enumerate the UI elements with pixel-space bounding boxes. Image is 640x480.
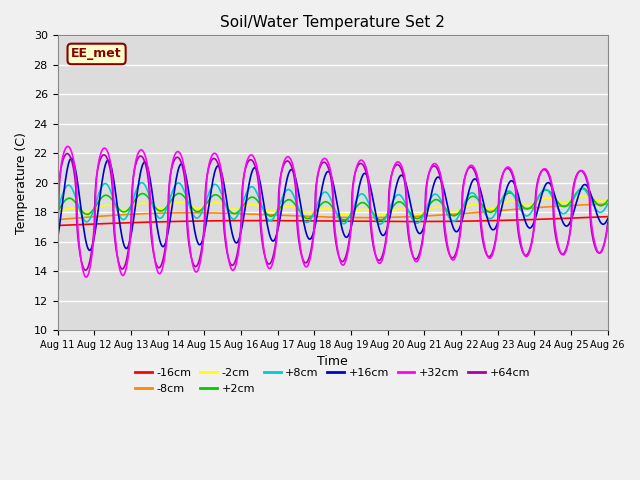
-8cm: [176, 210, 184, 216]
-2cm: [63, 206, 71, 212]
Line: -8cm: -8cm: [58, 204, 608, 219]
-8cm: [415, 214, 423, 219]
Line: -2cm: -2cm: [58, 196, 608, 215]
+8cm: [177, 181, 184, 187]
+16cm: [67, 156, 75, 161]
+2cm: [176, 191, 184, 196]
+2cm: [604, 197, 612, 203]
+32cm: [604, 222, 612, 228]
+32cm: [207, 156, 214, 162]
+32cm: [417, 248, 425, 253]
+32cm: [178, 154, 186, 159]
+16cm: [417, 230, 425, 236]
+8cm: [138, 180, 145, 186]
+8cm: [54, 208, 61, 214]
-8cm: [120, 212, 128, 217]
+64cm: [401, 181, 409, 187]
Line: +32cm: +32cm: [58, 146, 608, 277]
Line: +16cm: +16cm: [58, 158, 608, 251]
+8cm: [63, 182, 71, 188]
-2cm: [176, 199, 184, 205]
-2cm: [604, 197, 612, 203]
+16cm: [604, 216, 612, 221]
+2cm: [417, 215, 424, 220]
-16cm: [604, 214, 612, 219]
-8cm: [399, 214, 407, 220]
-16cm: [399, 219, 407, 225]
+64cm: [122, 261, 129, 266]
-2cm: [378, 212, 385, 218]
-16cm: [176, 218, 184, 224]
+2cm: [120, 209, 128, 215]
+32cm: [54, 231, 61, 237]
+2cm: [579, 185, 586, 191]
-16cm: [63, 222, 71, 228]
+8cm: [401, 200, 409, 205]
+16cm: [178, 161, 186, 167]
Line: +2cm: +2cm: [58, 188, 608, 220]
+8cm: [206, 188, 214, 194]
+2cm: [54, 209, 61, 215]
+64cm: [82, 267, 90, 273]
-2cm: [579, 193, 587, 199]
+16cm: [401, 178, 409, 183]
-16cm: [415, 219, 423, 225]
-2cm: [205, 202, 213, 207]
-8cm: [63, 216, 71, 222]
+16cm: [207, 191, 214, 197]
+32cm: [401, 176, 409, 181]
+32cm: [65, 144, 72, 149]
-2cm: [401, 207, 408, 213]
-2cm: [417, 211, 424, 216]
+32cm: [82, 274, 90, 280]
X-axis label: Time: Time: [317, 355, 348, 369]
+64cm: [63, 151, 71, 156]
+64cm: [207, 159, 214, 165]
+64cm: [417, 244, 425, 250]
Y-axis label: Temperature (C): Temperature (C): [15, 132, 28, 234]
-8cm: [604, 201, 612, 207]
+16cm: [54, 236, 61, 241]
+8cm: [376, 221, 384, 227]
-2cm: [54, 211, 61, 216]
+2cm: [376, 217, 384, 223]
-8cm: [205, 210, 213, 216]
+16cm: [86, 248, 93, 253]
+8cm: [604, 201, 612, 207]
Line: -16cm: -16cm: [58, 216, 608, 226]
+2cm: [63, 196, 71, 202]
+8cm: [120, 216, 128, 222]
+32cm: [122, 267, 129, 273]
-16cm: [54, 223, 61, 228]
+16cm: [63, 165, 71, 171]
Line: +8cm: +8cm: [58, 183, 608, 224]
-2cm: [120, 207, 128, 213]
Title: Soil/Water Temperature Set 2: Soil/Water Temperature Set 2: [220, 15, 445, 30]
Text: EE_met: EE_met: [71, 48, 122, 60]
-16cm: [120, 220, 128, 226]
+2cm: [401, 202, 408, 207]
+16cm: [122, 245, 129, 251]
+64cm: [54, 224, 61, 230]
-8cm: [54, 216, 61, 222]
+8cm: [417, 217, 425, 223]
+64cm: [604, 219, 612, 225]
+2cm: [205, 197, 213, 203]
+32cm: [63, 144, 71, 149]
+64cm: [65, 151, 72, 157]
+64cm: [178, 160, 186, 166]
-16cm: [205, 218, 213, 224]
Legend: -16cm, -8cm, -2cm, +2cm, +8cm, +16cm, +32cm, +64cm: -16cm, -8cm, -2cm, +2cm, +8cm, +16cm, +3…: [131, 364, 534, 398]
Line: +64cm: +64cm: [58, 154, 608, 270]
